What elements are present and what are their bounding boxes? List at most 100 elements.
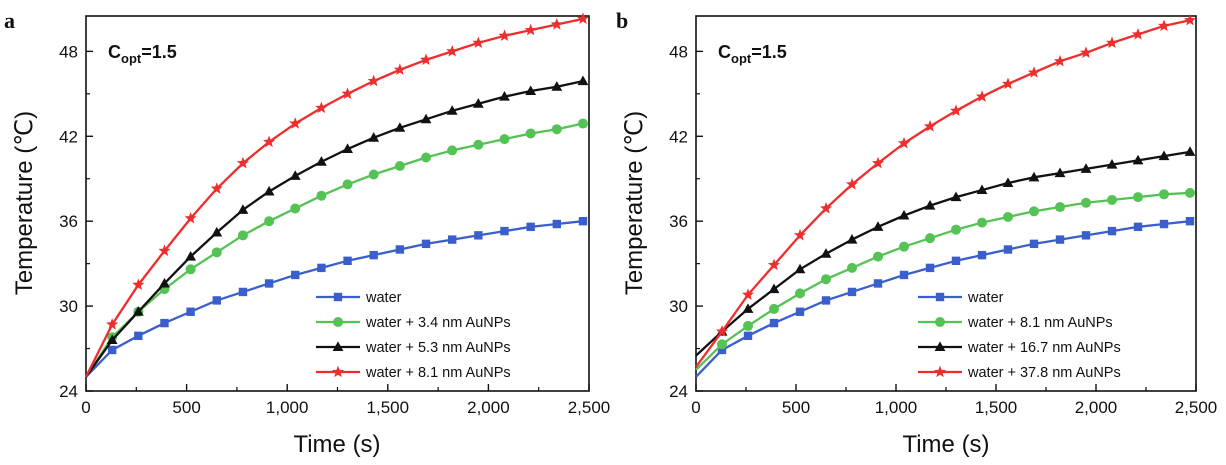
data-point [289, 170, 301, 180]
data-point [794, 263, 806, 274]
panel-a-annotation-main: C [108, 42, 121, 62]
data-point [106, 334, 118, 345]
data-point [447, 235, 457, 244]
panel-b-annotation-main: C [718, 42, 731, 62]
x-tick-label: 1,500 [367, 398, 410, 417]
data-point [394, 122, 406, 132]
data-point [1133, 192, 1143, 203]
data-point [500, 226, 509, 236]
data-point [342, 143, 353, 154]
y-tick-label: 30 [59, 297, 78, 316]
data-point [847, 287, 857, 297]
x-tick-label: 0 [691, 398, 700, 417]
data-point [525, 85, 537, 95]
data-point [846, 233, 858, 244]
data-point [1159, 219, 1169, 229]
data-point [1055, 235, 1065, 244]
data-point [237, 230, 248, 241]
data-point [977, 250, 987, 260]
data-point [873, 279, 883, 288]
data-point [420, 113, 432, 124]
legend-item: water + 8.1 nm AuNPs [316, 365, 511, 381]
panel-a-annotation-sub: opt [121, 51, 142, 66]
y-tick-label: 48 [59, 42, 78, 61]
data-point [715, 325, 729, 337]
data-point [316, 156, 327, 166]
panel-b-annotation-tail: =1.5 [751, 42, 787, 62]
data-point [421, 239, 431, 249]
data-point [315, 101, 328, 114]
legend-item: water + 37.8 nm AuNPs [918, 365, 1121, 381]
data-point [1107, 226, 1117, 236]
data-point [1079, 46, 1093, 58]
panel-a-y-axis-title: Temperature (℃) [11, 111, 38, 295]
data-point [1183, 13, 1197, 26]
panel-b-series [695, 13, 1197, 378]
data-point [976, 184, 988, 195]
legend-marker [935, 317, 945, 327]
data-point [1081, 197, 1091, 208]
data-point [159, 277, 170, 288]
x-tick-label: 1,000 [875, 398, 918, 417]
legend-marker [333, 317, 343, 327]
data-point [898, 209, 910, 220]
data-point [211, 247, 222, 258]
data-point [394, 161, 405, 171]
data-point [899, 241, 909, 252]
data-point [551, 81, 563, 91]
data-point [1133, 222, 1143, 232]
data-point [577, 118, 588, 129]
data-point [291, 270, 300, 280]
data-point [1001, 77, 1015, 90]
data-point [185, 250, 197, 261]
data-point [472, 98, 484, 108]
data-point [819, 202, 833, 214]
panel-b-series-1 [695, 187, 1195, 371]
y-tick-label: 24 [59, 382, 78, 401]
data-point [210, 182, 223, 194]
data-point [899, 270, 909, 280]
data-point [263, 135, 276, 148]
data-point [395, 245, 405, 254]
x-tick-label: 1,500 [975, 398, 1018, 417]
data-point [795, 307, 805, 316]
data-point [1157, 19, 1171, 32]
panel-a-series-1 [85, 118, 588, 378]
data-point [499, 91, 510, 101]
data-point [343, 256, 352, 266]
data-point [924, 200, 936, 210]
data-point [871, 156, 885, 169]
series-line [695, 19, 1191, 368]
data-point [1185, 216, 1195, 226]
legend-item: water [316, 290, 402, 306]
data-point [419, 53, 433, 66]
data-point [923, 119, 937, 132]
data-point [525, 128, 536, 139]
data-point [158, 244, 171, 257]
panel-a-x-axis-title: Time (s) [293, 431, 380, 458]
panel-a-letter: a [4, 8, 15, 33]
data-point [1002, 177, 1014, 187]
data-point [474, 231, 483, 240]
data-point [925, 233, 935, 244]
legend-marker [331, 365, 345, 378]
data-point [368, 169, 379, 180]
panel-a-legend: water water + 3.4 nm AuNPs water + 5.3 nm … [316, 290, 511, 381]
data-point [1159, 189, 1169, 200]
data-point [1131, 28, 1145, 40]
panel-a-series-0 [85, 216, 588, 378]
legend-item: water + 3.4 nm AuNPs [316, 315, 511, 331]
data-point [160, 318, 169, 328]
data-point [1107, 194, 1117, 205]
data-point [820, 248, 832, 258]
data-point [263, 185, 275, 196]
panel-a-series-3 [84, 12, 590, 378]
data-point [847, 262, 857, 273]
data-point [1027, 66, 1041, 78]
legend-item: water + 5.3 nm AuNPs [316, 340, 511, 356]
legend-marker [933, 365, 947, 378]
data-point [795, 288, 805, 299]
data-point [1158, 150, 1170, 161]
data-point [552, 219, 562, 229]
data-point [1003, 245, 1013, 254]
